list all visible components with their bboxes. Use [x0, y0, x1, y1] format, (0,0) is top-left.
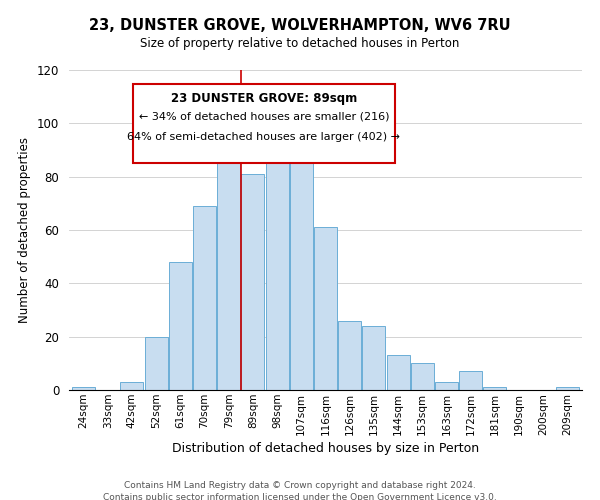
- Bar: [241, 174, 265, 390]
- Bar: [338, 320, 361, 390]
- Bar: [145, 336, 167, 390]
- X-axis label: Distribution of detached houses by size in Perton: Distribution of detached houses by size …: [172, 442, 479, 455]
- Bar: [266, 156, 289, 390]
- Bar: [314, 228, 337, 390]
- Bar: [121, 382, 143, 390]
- FancyBboxPatch shape: [133, 84, 395, 163]
- Bar: [459, 372, 482, 390]
- Bar: [484, 388, 506, 390]
- Bar: [217, 152, 240, 390]
- Text: Contains HM Land Registry data © Crown copyright and database right 2024.: Contains HM Land Registry data © Crown c…: [124, 481, 476, 490]
- Text: Contains public sector information licensed under the Open Government Licence v3: Contains public sector information licen…: [103, 492, 497, 500]
- Text: Size of property relative to detached houses in Perton: Size of property relative to detached ho…: [140, 38, 460, 51]
- Text: ← 34% of detached houses are smaller (216): ← 34% of detached houses are smaller (21…: [139, 112, 389, 122]
- Bar: [411, 364, 434, 390]
- Bar: [386, 356, 410, 390]
- Bar: [556, 388, 579, 390]
- Bar: [169, 262, 192, 390]
- Bar: [290, 148, 313, 390]
- Bar: [362, 326, 385, 390]
- Bar: [435, 382, 458, 390]
- Bar: [193, 206, 216, 390]
- Bar: [72, 388, 95, 390]
- Text: 23 DUNSTER GROVE: 89sqm: 23 DUNSTER GROVE: 89sqm: [171, 92, 357, 105]
- Text: 23, DUNSTER GROVE, WOLVERHAMPTON, WV6 7RU: 23, DUNSTER GROVE, WOLVERHAMPTON, WV6 7R…: [89, 18, 511, 32]
- Y-axis label: Number of detached properties: Number of detached properties: [19, 137, 31, 323]
- Text: 64% of semi-detached houses are larger (402) →: 64% of semi-detached houses are larger (…: [127, 132, 400, 142]
